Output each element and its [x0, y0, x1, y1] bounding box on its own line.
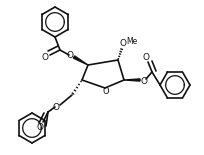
Text: O: O	[41, 53, 48, 62]
Text: O: O	[142, 53, 149, 62]
Polygon shape	[123, 79, 139, 81]
Text: Me: Me	[126, 38, 137, 46]
Text: O: O	[66, 51, 73, 60]
Text: O: O	[102, 88, 109, 97]
Text: O: O	[36, 124, 43, 133]
Text: O: O	[52, 104, 59, 113]
Text: O: O	[119, 40, 126, 49]
Text: O: O	[140, 77, 147, 86]
Polygon shape	[73, 56, 88, 65]
